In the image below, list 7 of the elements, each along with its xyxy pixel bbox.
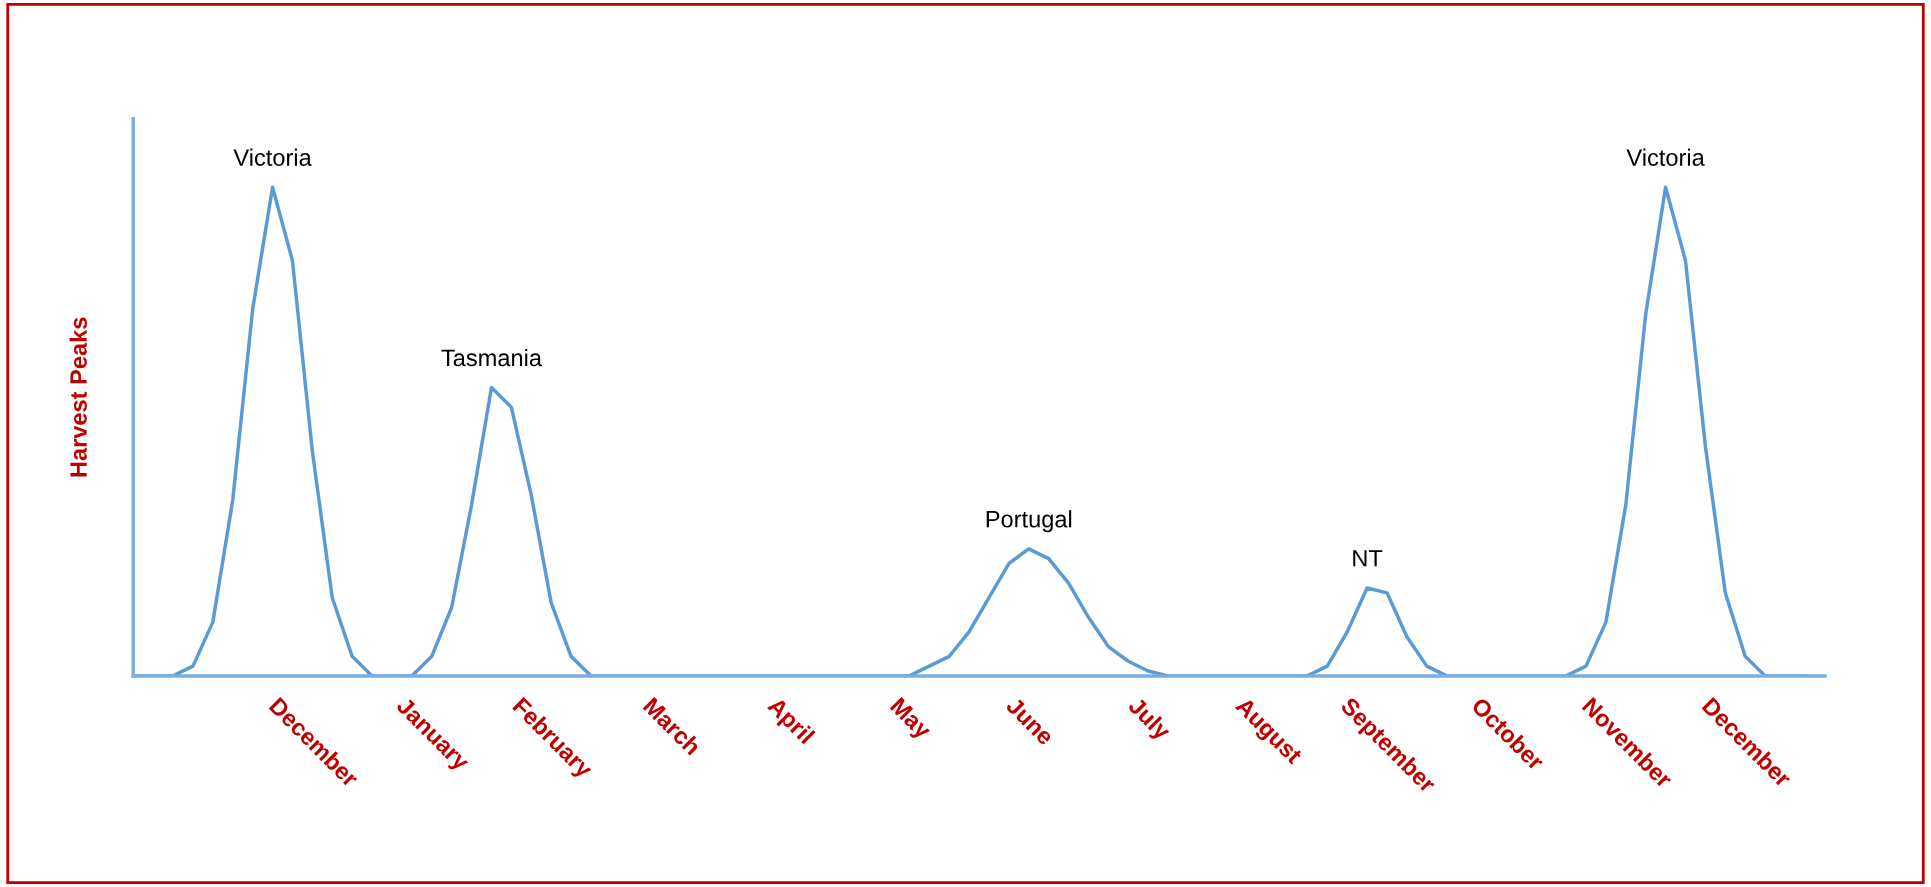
annotation: Portugal xyxy=(986,510,1072,533)
x-tick-label: July xyxy=(1123,695,1173,745)
annotation: Tasmania xyxy=(441,348,542,367)
annotation: NT xyxy=(1353,550,1383,567)
annotation: Victoria xyxy=(1626,148,1705,166)
annotation: Victoria xyxy=(233,148,312,166)
y-axis-title: Harvest Peaks xyxy=(69,317,87,477)
